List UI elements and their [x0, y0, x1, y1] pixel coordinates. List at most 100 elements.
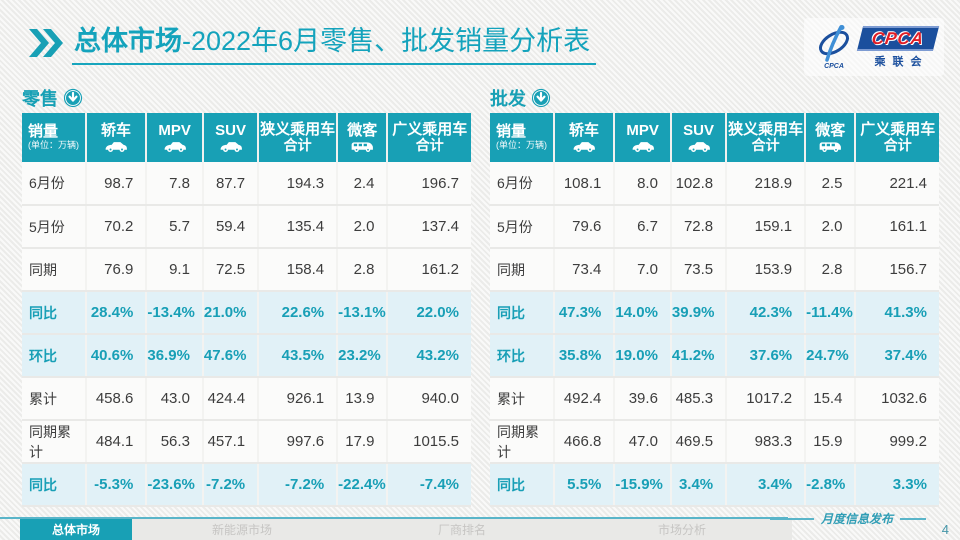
table-cell: 3.4% [670, 463, 728, 507]
table-cell: 102.8 [670, 162, 728, 206]
table-row: 同期累计 484.1 56.3 457.1 997.6 17.9 1015.5 [22, 420, 471, 464]
row-label: 累计 [490, 377, 555, 421]
table-cell: 76.9 [85, 248, 148, 292]
table-cell: 2.4 [337, 162, 389, 206]
table-row: 同比 -5.3% -23.6% -7.2% -7.2% -22.4% -7.4% [22, 463, 471, 507]
down-arrow-icon [531, 88, 551, 108]
footer-tab[interactable]: 厂商排名 [352, 519, 572, 540]
table-cell: 458.6 [85, 377, 148, 421]
table-cell: 43.0 [146, 377, 204, 421]
table-cell: 424.4 [202, 377, 260, 421]
table-cell: 39.9% [670, 291, 728, 335]
column-header: 销量 (单位：万辆) [22, 113, 87, 162]
table-cell: 13.9 [337, 377, 389, 421]
table-cell: 5.5% [553, 463, 616, 507]
table-cell: -13.4% [146, 291, 204, 335]
wholesale-section-label: 批发 [490, 89, 526, 109]
table-cell: 24.7% [805, 334, 857, 378]
table-cell: 28.4% [85, 291, 148, 335]
row-label: 同比 [490, 463, 555, 507]
footer-tab[interactable]: 市场分析 [572, 519, 792, 540]
footer-nav: 总体市场 新能源市场 厂商排名 市场分析 [20, 519, 792, 540]
table-cell: 2.0 [337, 205, 389, 249]
table-cell: 19.0% [614, 334, 672, 378]
table-cell: 466.8 [553, 420, 616, 464]
table-cell: 21.0% [202, 291, 260, 335]
table-cell: 72.8 [670, 205, 728, 249]
table-header-row: 销量 (单位：万辆) 轿车 MPV SUV 狭义乘用车 合计 微客 广义乘用车 合计 [22, 113, 471, 162]
table-row: 累计 458.6 43.0 424.4 926.1 13.9 940.0 [22, 377, 471, 421]
table-cell: 7.0 [614, 248, 672, 292]
table-cell: 156.7 [855, 248, 939, 292]
table-cell: -7.4% [387, 463, 471, 507]
cpca-logo-text: CPCA 乘联会 [856, 25, 940, 69]
row-label: 环比 [490, 334, 555, 378]
row-label: 6月份 [22, 162, 87, 206]
table-cell: -7.2% [202, 463, 260, 507]
table-row: 累计 492.4 39.6 485.3 1017.2 15.4 1032.6 [490, 377, 939, 421]
retail-section-header: 零售 [22, 86, 471, 110]
logo-org-name: 乘联会 [874, 55, 929, 68]
column-header: 微客 [805, 113, 857, 162]
table-cell: 47.6% [202, 334, 260, 378]
retail-section: 零售 销量 (单位：万辆) 轿车 MPV SUV 狭义乘用车 合计 微客 [22, 86, 471, 507]
release-line-right [900, 517, 926, 520]
row-label: 环比 [22, 334, 87, 378]
table-cell: 73.4 [553, 248, 616, 292]
table-cell: 87.7 [202, 162, 260, 206]
car-icon [632, 141, 654, 152]
footer-tab[interactable]: 总体市场 [20, 519, 132, 540]
table-cell: 8.0 [614, 162, 672, 206]
row-label: 5月份 [22, 205, 87, 249]
table-cell: 485.3 [670, 377, 728, 421]
table-cell: 1015.5 [387, 420, 471, 464]
table-cell: 926.1 [258, 377, 339, 421]
table-cell: 72.5 [202, 248, 260, 292]
tables-area: 零售 销量 (单位：万辆) 轿车 MPV SUV 狭义乘用车 合计 微客 [22, 86, 939, 507]
down-arrow-icon [63, 88, 83, 108]
column-header: 广义乘用车 合计 [387, 113, 471, 162]
page-title: 总体市场-2022年6月零售、批发销量分析表 [72, 22, 597, 65]
table-cell: 47.3% [553, 291, 616, 335]
table-row: 6月份 98.7 7.8 87.7 194.3 2.4 196.7 [22, 162, 471, 206]
column-header: 轿车 [553, 113, 616, 162]
cpca-swoosh-icon: CPCA [819, 25, 849, 70]
table-cell: 997.6 [258, 420, 339, 464]
table-cell: 108.1 [553, 162, 616, 206]
wholesale-section-header: 批发 [490, 86, 939, 110]
table-cell: 2.8 [337, 248, 389, 292]
footer-divider [0, 517, 788, 519]
car-icon [164, 141, 186, 152]
table-cell: 194.3 [258, 162, 339, 206]
table-cell: 1017.2 [726, 377, 807, 421]
table-cell: 159.1 [726, 205, 807, 249]
table-cell: 7.8 [146, 162, 204, 206]
row-label: 同期 [22, 248, 87, 292]
column-header: 微客 [337, 113, 389, 162]
table-cell: 17.9 [337, 420, 389, 464]
table-cell: 218.9 [726, 162, 807, 206]
page-title-rest: -2022年6月零售、批发销量分析表 [182, 26, 591, 56]
table-cell: -11.4% [805, 291, 857, 335]
table-cell: 35.8% [553, 334, 616, 378]
retail-section-label: 零售 [22, 89, 58, 109]
column-header: 狭义乘用车 合计 [726, 113, 807, 162]
wholesale-section: 批发 销量 (单位：万辆) 轿车 MPV SUV 狭义乘用车 合计 微客 [490, 86, 939, 507]
table-cell: 9.1 [146, 248, 204, 292]
column-header: MPV [146, 113, 204, 162]
table-cell: 161.2 [387, 248, 471, 292]
table-row: 同比 5.5% -15.9% 3.4% 3.4% -2.8% 3.3% [490, 463, 939, 507]
table-cell: 79.6 [553, 205, 616, 249]
table-row: 5月份 79.6 6.7 72.8 159.1 2.0 161.1 [490, 205, 939, 249]
table-cell: 2.8 [805, 248, 857, 292]
table-cell: 40.6% [85, 334, 148, 378]
table-cell: 983.3 [726, 420, 807, 464]
footer-tab[interactable]: 新能源市场 [132, 519, 352, 540]
retail-table: 销量 (单位：万辆) 轿车 MPV SUV 狭义乘用车 合计 微客 广义乘用车 合计 6月… [22, 113, 471, 507]
table-row: 5月份 70.2 5.7 59.4 135.4 2.0 137.4 [22, 205, 471, 249]
table-cell: 940.0 [387, 377, 471, 421]
table-cell: 41.2% [670, 334, 728, 378]
table-cell: 3.3% [855, 463, 939, 507]
page-number: 4 [941, 522, 949, 537]
